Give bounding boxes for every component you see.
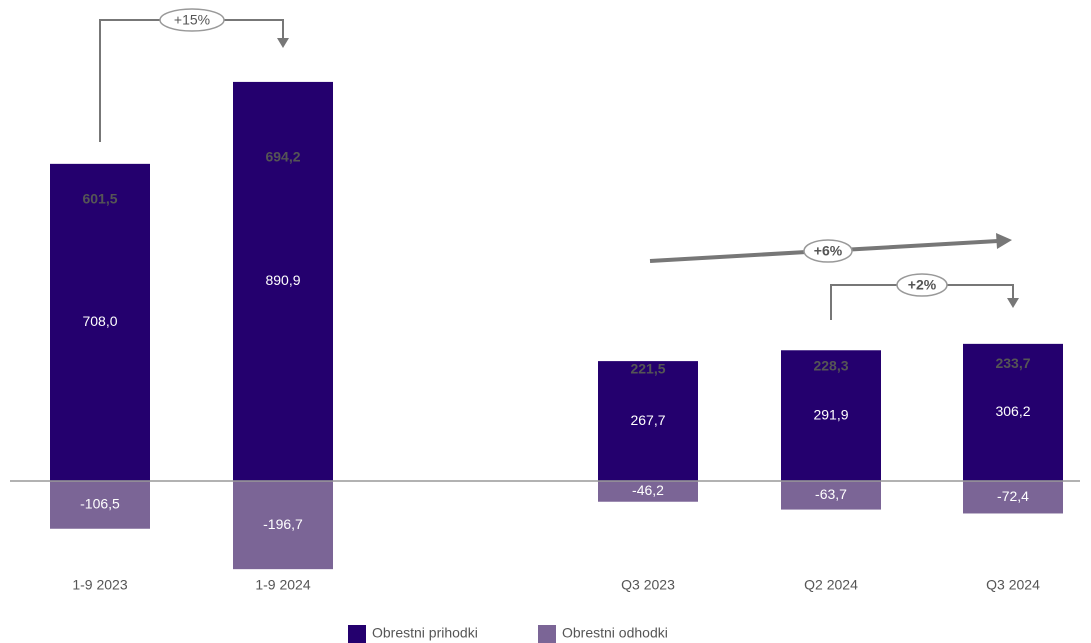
- arrow-head: [996, 233, 1012, 249]
- bar: [598, 361, 698, 482]
- annotation: +6%: [814, 243, 843, 259]
- value-label: 306,2: [995, 403, 1030, 419]
- bar: [233, 481, 333, 570]
- value-label: -196,7: [263, 516, 303, 532]
- legend-label: Obrestni odhodki: [562, 625, 668, 641]
- x-tick-label: Q3 2023: [621, 577, 675, 593]
- value-label: 708,0: [82, 313, 117, 329]
- value-label: -63,7: [815, 486, 847, 502]
- bar: [963, 481, 1063, 514]
- value-label: -106,5: [80, 496, 120, 512]
- annotation: +15%: [174, 12, 210, 28]
- total-label: 228,3: [813, 357, 848, 373]
- total-label: 601,5: [82, 190, 117, 206]
- bar: [781, 350, 881, 482]
- value-label: -72,4: [997, 488, 1029, 504]
- bar: [781, 481, 881, 510]
- x-tick-label: Q3 2024: [986, 577, 1040, 593]
- legend-swatch: [348, 625, 366, 643]
- annotation-6: +6%: [649, 233, 1012, 263]
- annotation: +2%: [908, 277, 937, 293]
- annotation-2: +2%: [830, 273, 1019, 320]
- oval: [803, 239, 853, 263]
- legend-label: Obrestni prihodki: [372, 625, 478, 641]
- bar: [598, 481, 698, 502]
- bar: [50, 163, 150, 482]
- x-tick-label: 1-9 2024: [255, 577, 310, 593]
- arrow-head: [1007, 298, 1019, 308]
- x-tick-label: Q2 2024: [804, 577, 858, 593]
- total-label: 694,2: [265, 149, 300, 165]
- bar: [50, 481, 150, 529]
- value-label: 890,9: [265, 272, 300, 288]
- value-label: -46,2: [632, 482, 664, 498]
- total-label: 233,7: [995, 355, 1030, 371]
- total-label: 221,5: [630, 361, 665, 377]
- arrow-head: [277, 38, 289, 48]
- oval: [896, 273, 948, 297]
- oval: [159, 8, 225, 32]
- bar: [233, 81, 333, 482]
- value-label: 267,7: [630, 412, 665, 428]
- legend-swatch: [538, 625, 556, 643]
- bar: [963, 343, 1063, 482]
- x-tick-label: 1-9 2023: [72, 577, 127, 593]
- annotation-15: +15%: [99, 8, 289, 142]
- value-label: 291,9: [813, 406, 848, 422]
